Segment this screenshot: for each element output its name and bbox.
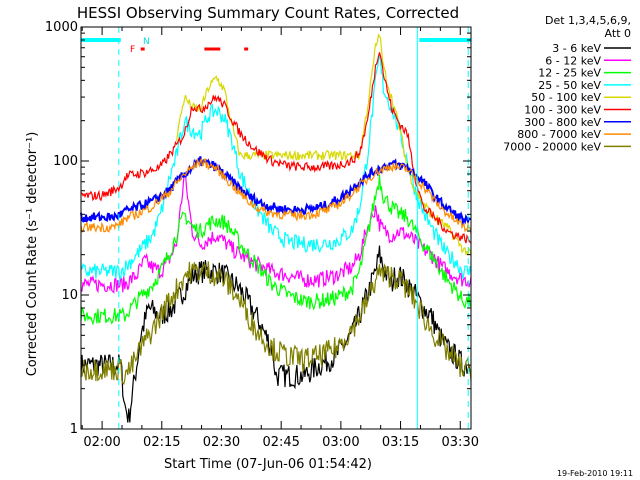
legend-label-2: 6 - 12 keV [545,54,601,67]
y-axis-label: Corrected Count Rate (s⁻¹ detector⁻¹) [25,132,40,377]
legend-label-7: 300 - 800 keV [524,116,601,129]
series-line-9 [80,261,472,386]
chart-title: HESSI Observing Summary Count Rates, Cor… [77,4,459,22]
x-axis-label: Start Time (07-Jun-06 01:54:42) [164,457,372,472]
y-tick-label: 10 [61,288,78,303]
legend-label-4: 25 - 50 keV [538,79,601,92]
series-line-6 [80,52,472,244]
x-tick-label: 02:30 [203,435,240,450]
legend-label-5: 50 - 100 keV [531,91,601,104]
legend-label-1: 3 - 6 keV [552,42,601,55]
series-line-8 [80,157,472,235]
legend-header-line-1: Det 1,3,4,5,6,9, [545,14,631,27]
x-tick-label: 02:00 [83,435,120,450]
series-line-4 [80,54,472,281]
series-line-2 [80,171,472,294]
x-tick-label: 03:00 [322,435,359,450]
legend-label-9: 7000 - 20000 keV [503,140,601,153]
plot-frame [80,26,472,430]
legend-label-3: 12 - 25 keV [538,67,601,80]
flag-label-n: N [143,37,150,47]
legend-header-line-2: Att 0 [605,27,631,40]
flag-label-f: F [130,45,135,55]
series-line-1 [80,245,472,423]
y-tick-label: 100 [53,154,78,169]
legend-label-6: 100 - 300 keV [524,104,601,117]
x-tick-label: 03:30 [442,435,479,450]
x-tick-label: 02:45 [262,435,299,450]
x-tick-label: 03:15 [382,435,419,450]
legend-label-8: 800 - 7000 keV [517,128,601,141]
footer-date: 19-Feb-2010 19:11 [557,469,633,478]
y-tick-label: 1 [70,422,78,437]
y-tick-label: 1000 [45,20,78,35]
series-line-3 [80,175,472,326]
x-tick-label: 02:15 [143,435,180,450]
